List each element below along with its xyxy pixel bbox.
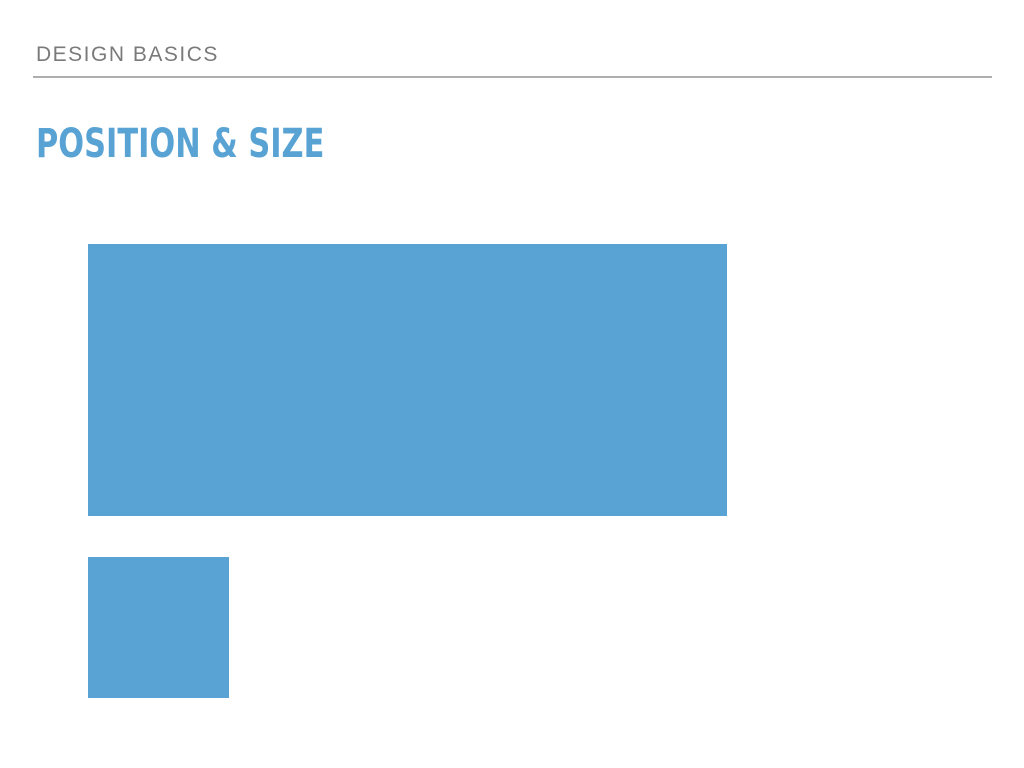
small-blue-square	[88, 557, 229, 698]
slide-title: POSITION & SIZE	[36, 121, 325, 167]
large-blue-rectangle	[88, 244, 727, 516]
section-label: DESIGN BASICS	[36, 43, 219, 66]
header-divider	[33, 76, 992, 78]
